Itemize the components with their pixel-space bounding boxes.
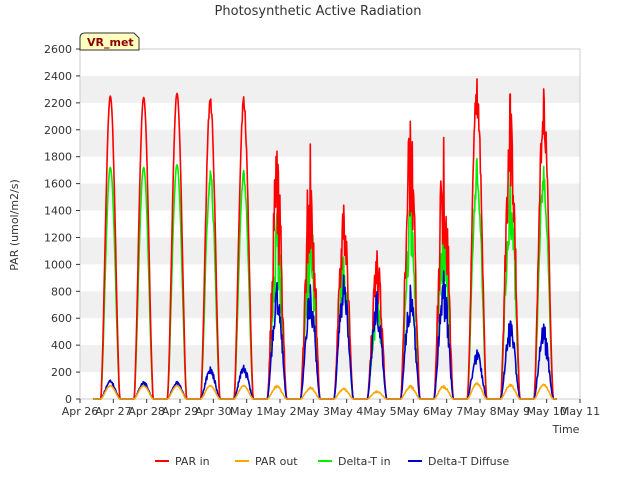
y-axis-label: PAR (umol/m2/s): [8, 179, 21, 271]
y-tick-label: 2400: [44, 70, 72, 83]
x-tick-label: May 8: [463, 405, 496, 418]
legend-label: PAR out: [255, 455, 298, 468]
legend-label: PAR in: [175, 455, 210, 468]
grid-band: [80, 129, 580, 157]
x-tick-label: May 1: [230, 405, 263, 418]
y-tick-label: 400: [51, 339, 72, 352]
grid-bands: [80, 75, 580, 373]
y-tick-label: 1000: [44, 258, 72, 271]
y-tick-label: 2600: [44, 43, 72, 56]
legend-label: Delta-T Diffuse: [428, 455, 509, 468]
x-tick-label: May 10: [527, 405, 567, 418]
x-tick-label: May 11: [560, 405, 600, 418]
grid-band: [80, 75, 580, 103]
y-tick-label: 2000: [44, 124, 72, 137]
x-tick-label: May 3: [297, 405, 330, 418]
y-tick-label: 1800: [44, 151, 72, 164]
series-group: [93, 78, 557, 400]
site-badge: VR_met: [79, 32, 140, 51]
x-tick-label: Apr 26: [62, 405, 99, 418]
y-tick-label: 200: [51, 366, 72, 379]
x-tick-label: Apr 28: [128, 405, 165, 418]
chart-title: Photosynthetic Active Radiation: [215, 4, 422, 19]
x-tick-label: May 6: [397, 405, 430, 418]
grid-band: [80, 237, 580, 265]
y-tick-label: 800: [51, 285, 72, 298]
x-tick-label: May 4: [330, 405, 363, 418]
y-tick-label: 1400: [44, 205, 72, 218]
grid-band: [80, 345, 580, 373]
x-tick-label: May 2: [263, 405, 296, 418]
series-line-par-out: [93, 382, 557, 400]
x-axis-label: Time: [552, 423, 580, 436]
x-tick-label: Apr 29: [162, 405, 199, 418]
grid-band: [80, 183, 580, 211]
site-badge-label: VR_met: [87, 36, 134, 49]
series-line-delta-t-diffuse: [93, 270, 557, 400]
x-tick-label: Apr 30: [195, 405, 232, 418]
y-tick-label: 2200: [44, 97, 72, 110]
x-tick-label: Apr 27: [95, 405, 132, 418]
x-tick-label: May 9: [497, 405, 530, 418]
x-tick-label: May 7: [430, 405, 463, 418]
y-tick-label: 1600: [44, 178, 72, 191]
legend: PAR in PAR out Delta-T in Delta-T Diffuse: [155, 455, 509, 468]
grid-band: [80, 291, 580, 319]
legend-label: Delta-T in: [338, 455, 391, 468]
y-axis-ticks: 0 200 400 600 800 1000 1200 1400 1600 1800 2000 220…: [44, 43, 80, 406]
y-tick-label: 1200: [44, 231, 72, 244]
x-tick-label: May 5: [363, 405, 396, 418]
y-tick-label: 600: [51, 312, 72, 325]
y-tick-label: 0: [65, 393, 72, 406]
